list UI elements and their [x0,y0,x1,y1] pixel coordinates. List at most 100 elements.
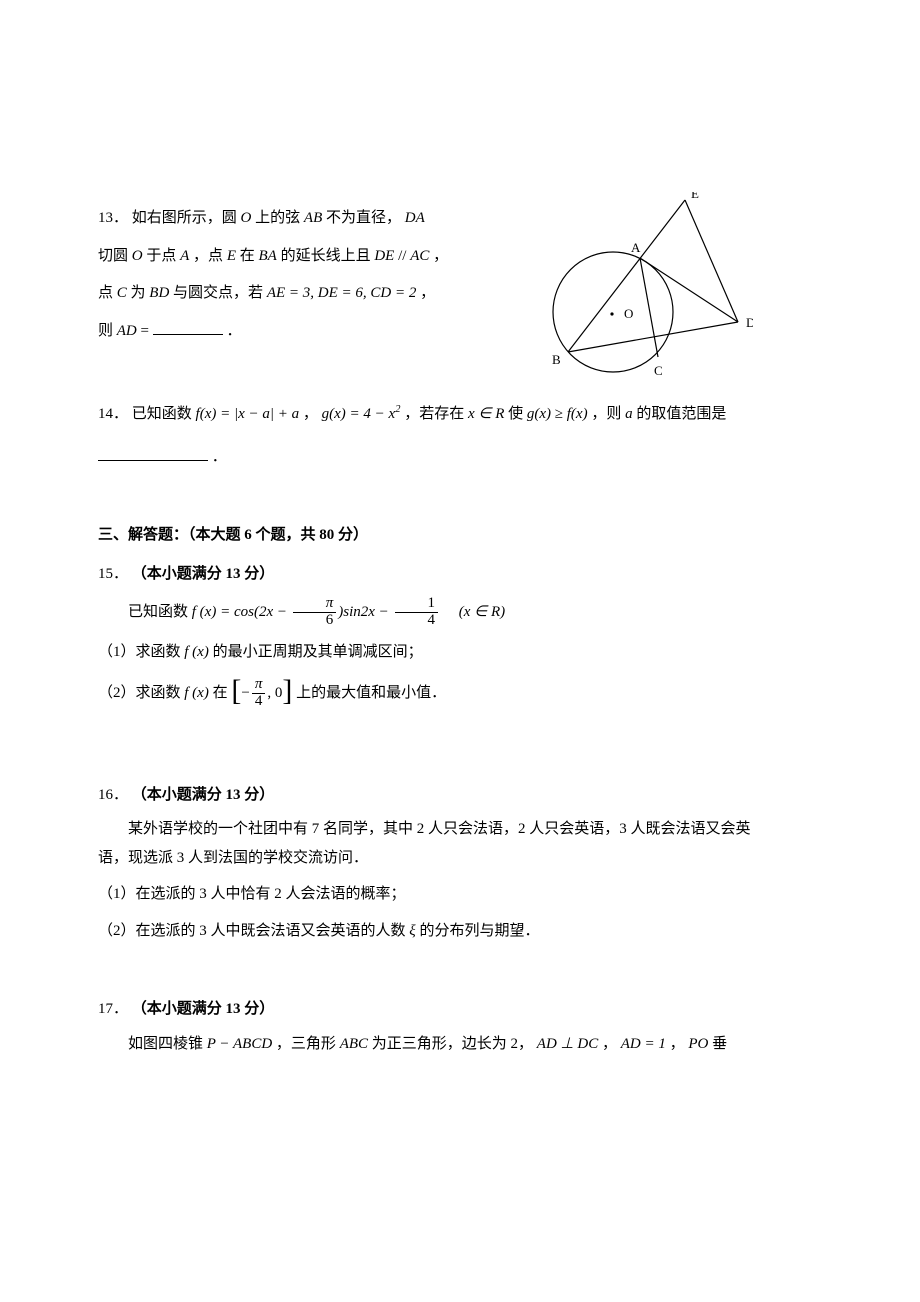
svg-text:D: D [746,315,753,330]
q14-avar: a [625,406,633,422]
q13-DA: DA [405,210,425,226]
q17-head: 17． （本小题满分 13 分） [98,995,822,1024]
q14-exp: 2 [395,404,400,415]
q15-fpre: f (x) = cos(2x − [192,604,291,620]
q13-blank [153,319,223,335]
q15-pi4-den: 4 [252,693,266,710]
q15-lbrack: [ [231,676,241,706]
question-14: 14． 已知函数 f(x) = |x − a| + a ， g(x) = 4 −… [98,400,822,471]
q13-l4AD: AD [117,323,137,339]
q13-l2E: E [227,248,236,264]
q13-l2O: O [132,248,143,264]
q15-14: 14 [395,596,439,629]
q14-c: ，若存在 [404,406,464,422]
q13-O: O [241,210,252,226]
q17-P: P − ABCD [207,1036,272,1052]
q13-text: 13． 如右图所示，圆 O 上的弦 AB 不为直径， DA 切圆 O 于点 A … [98,200,468,350]
q15-title: （本小题满分 13 分） [132,566,275,582]
svg-text:E: E [691,192,699,201]
q13-l2d: 在 [240,248,255,264]
q15-s2fx: f (x) [184,685,209,701]
q15-s1fx: f (x) [184,644,209,660]
q15-s2a: （2）求函数 [98,685,181,701]
q17-pb: ，三角形 [276,1036,336,1052]
q13-l3BD: BD [149,285,169,301]
q13-l3c: 与圆交点，若 [173,285,263,301]
q14-g2: ． [212,449,227,465]
q17-pa: 如图四棱锥 [128,1036,203,1052]
q16-title: （本小题满分 13 分） [132,787,275,803]
q13-number: 13． [98,210,128,226]
q17-pf: 垂 [712,1036,727,1052]
q15-14-den: 4 [395,612,439,629]
q14-xr: x ∈ R [468,406,504,422]
q13-line4: 则 AD = ． [98,313,468,351]
q13-diagram: ABCDEO [518,192,753,408]
q16-s2a: （2）在选派的 3 人中既会法语又会英语的人数 [98,923,406,939]
q13-l2a: 切圆 [98,248,128,264]
q17-ABC: ABC [340,1036,368,1052]
q17-title: （本小题满分 13 分） [132,1001,275,1017]
svg-text:A: A [631,240,641,255]
q13-l2par: // [398,248,410,264]
q17-perp: AD ⊥ DC [537,1036,598,1052]
question-16: 16． （本小题满分 13 分） 某外语学校的一个社团中有 7 名同学，其中 2… [98,781,822,946]
q17-pd: ， [602,1036,617,1052]
q14-f: f(x) = |x − a| + a [196,406,300,422]
q13-AB: AB [304,210,322,226]
section-3-heading: 三、解答题：（本大题 6 个题，共 80 分） [98,521,822,550]
q14-blank [98,445,208,461]
q16-sub1: （1）在选派的 3 人中恰有 2 人会法语的概率； [98,880,822,909]
q15-rbrack: ] [282,676,292,706]
q13-l3b: 为 [131,285,146,301]
q17-AD1: AD = 1 [621,1036,666,1052]
q13-l2c: ，点 [193,248,223,264]
q17-pe: ， [670,1036,685,1052]
q13-l4b: ． [226,323,241,339]
q14-f2: 的取值范围是 [636,406,726,422]
q16-s2b: 的分布列与期望． [419,923,539,939]
q15-fmid: )sin2x − [338,604,392,620]
q14-number: 14． [98,406,128,422]
q15-pi6-num: π [293,596,337,612]
q14-blank-row: ． [98,443,822,472]
q13-l3C: C [117,285,127,301]
q15-pi6-den: 6 [293,612,337,629]
q13-l2DE: DE [374,248,394,264]
q15-sub2: （2）求函数 f (x) 在 [−π4, 0] 上的最大值和最小值． [98,675,822,711]
q13-l3d: ， [420,285,435,301]
q15-func: 已知函数 f (x) = cos(2x − π6)sin2x − 14 (x ∈… [98,594,822,630]
q13-l3a: 点 [98,285,113,301]
q14-e: ，则 [591,406,621,422]
q13-line2: 切圆 O 于点 A ，点 E 在 BA 的延长线上且 DE // AC ， [98,238,468,276]
question-15: 15． （本小题满分 13 分） 已知函数 f (x) = cos(2x − π… [98,560,822,711]
q14-b: ， [303,406,318,422]
q16-head: 16． （本小题满分 13 分） [98,781,822,810]
q16-number: 16． [98,787,128,803]
q13-line1: 13． 如右图所示，圆 O 上的弦 AB 不为直径， DA [98,200,468,238]
q16-p2: 语，现选派 3 人到法国的学校交流访问． [98,844,822,873]
q15-pi4-num: π [252,677,266,693]
q15-pi6: π6 [293,596,337,629]
q15-s2c: 上的最大值和最小值． [296,685,446,701]
q16-p1: 某外语学校的一个社团中有 7 名同学，其中 2 人只会法语，2 人只会英语，3 … [98,815,822,844]
q14-d: 使 [508,406,523,422]
q13-t1b: 圆 [222,210,237,226]
q14-ineq: g(x) ≥ f(x) [527,406,588,422]
q17-PO: PO [688,1036,708,1052]
q17-number: 17． [98,1001,128,1017]
q13-l2BA: BA [259,248,277,264]
q15-s2b: 在 [213,685,228,701]
q13-svg: ABCDEO [518,192,753,397]
q13-l2e: 的延长线上且 [281,248,371,264]
question-13: 13． 如右图所示，圆 O 上的弦 AB 不为直径， DA 切圆 O 于点 A … [98,200,822,350]
q15-s1a: （1）求函数 [98,644,181,660]
q15-neg: − [241,685,249,701]
q13-l2b: 于点 [146,248,176,264]
q15-s1b: 的最小正周期及其单调减区间； [213,644,423,660]
q15-number: 15． [98,566,128,582]
q13-l2A: A [180,248,189,264]
q15-domain: (x ∈ R) [459,604,505,620]
q15-pi4: π4 [252,677,266,710]
q13-t1d: 不为直径， [326,210,401,226]
